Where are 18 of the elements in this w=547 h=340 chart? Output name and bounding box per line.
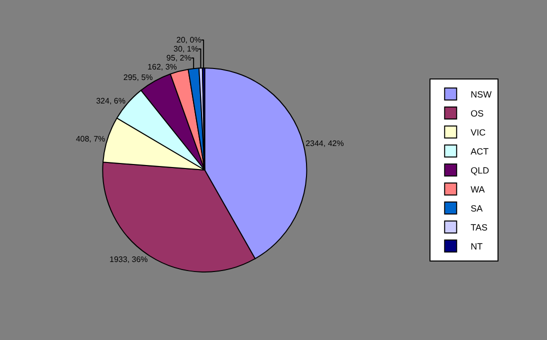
legend-label: QLD [470,166,490,176]
data-label: 408, 7% [76,134,106,144]
data-label: 95, 2% [166,54,192,63]
legend-label: NT [470,242,484,252]
data-label: 30, 1% [174,44,198,54]
data-label: 2344, 42% [306,139,344,148]
data-label: 1933, 36% [110,254,148,264]
data-label: 295, 5% [123,72,153,82]
legend-label: NSW [470,90,492,100]
data-label: 20, 0% [176,36,202,45]
legend-label: OS [470,108,484,119]
data-label: 162, 3% [148,62,177,72]
legend-label: TAS [470,222,488,233]
legend-label: ACT [470,146,490,157]
legend-label: WA [470,184,485,195]
data-label: 324, 6% [96,96,126,106]
legend-label: SA [470,204,483,214]
legend-label: VIC [470,128,486,138]
